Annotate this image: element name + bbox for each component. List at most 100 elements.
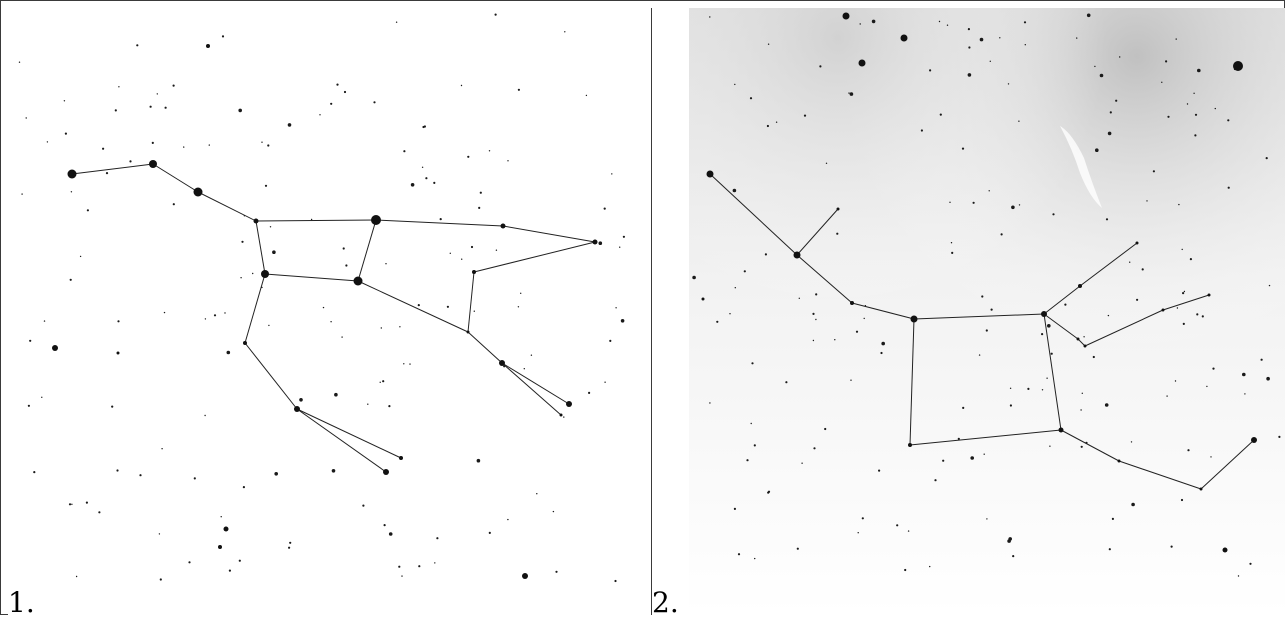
background-star [287, 123, 292, 127]
background-star [1210, 456, 1212, 458]
constellation-line [1118, 460, 1202, 490]
background-star [812, 312, 815, 315]
background-star [530, 354, 533, 356]
background-star [1178, 203, 1180, 206]
background-star [238, 559, 241, 562]
background-star [1050, 352, 1053, 355]
background-star [815, 293, 818, 296]
background-star [767, 491, 770, 494]
background-star [85, 501, 88, 504]
background-star [737, 553, 741, 556]
background-star [709, 402, 711, 404]
background-star [383, 524, 386, 527]
constellation-star [193, 187, 203, 197]
background-star [999, 37, 1001, 39]
background-star [709, 16, 711, 18]
background-star [972, 201, 975, 204]
constellation-star [566, 401, 572, 407]
background-star [1080, 409, 1082, 411]
background-star [129, 160, 132, 163]
background-star [388, 405, 391, 408]
background-star [488, 531, 491, 535]
constellation-1-star-chart [8, 8, 651, 615]
field-star [858, 59, 866, 67]
background-star [64, 132, 67, 135]
field-star [900, 34, 908, 42]
constellation-line [255, 220, 266, 275]
background-star [86, 209, 89, 212]
background-star [766, 124, 769, 128]
background-star [1237, 575, 1240, 577]
background-star [950, 242, 953, 244]
background-star [224, 312, 226, 314]
background-star [495, 249, 498, 251]
background-star [929, 565, 931, 568]
background-star [139, 474, 142, 477]
background-star [449, 252, 451, 254]
constellation-line [467, 271, 475, 333]
field-star [116, 351, 120, 355]
background-star [934, 479, 937, 482]
background-star [834, 339, 836, 341]
background-star [749, 97, 753, 100]
constellation-star [500, 223, 506, 229]
constellation-line [501, 362, 570, 405]
background-star [264, 184, 268, 187]
background-star [939, 113, 942, 116]
constellation-line [1200, 439, 1255, 490]
background-star [403, 150, 406, 153]
background-star [620, 319, 625, 323]
background-star [603, 207, 606, 210]
background-star [1086, 13, 1091, 18]
background-star [878, 469, 881, 472]
background-star [938, 20, 941, 23]
background-star [907, 530, 910, 532]
constellation-line [796, 254, 853, 304]
background-star [398, 565, 401, 568]
background-star [63, 100, 66, 102]
background-star [813, 447, 816, 450]
background-star [473, 310, 475, 312]
background-star [272, 250, 276, 254]
background-star [920, 129, 923, 132]
background-star [1092, 355, 1095, 359]
field-star [223, 526, 229, 532]
background-star [1180, 498, 1184, 502]
background-star [751, 362, 754, 365]
background-star [395, 21, 398, 23]
background-star [79, 255, 82, 258]
background-star [1189, 258, 1192, 261]
background-star [116, 469, 119, 472]
background-star [1104, 403, 1109, 407]
field-star [1222, 547, 1228, 553]
background-star [1130, 441, 1133, 443]
background-star [330, 321, 332, 323]
background-star [1170, 545, 1173, 548]
background-star [967, 73, 972, 77]
constellation-line [71, 163, 154, 175]
background-star [21, 193, 23, 195]
background-star [385, 263, 387, 265]
background-star [812, 339, 815, 342]
background-star [1109, 111, 1112, 114]
background-star [241, 240, 244, 243]
background-star [159, 578, 162, 581]
background-star [967, 28, 970, 31]
constellation-line [357, 280, 469, 333]
background-star [267, 144, 270, 147]
constellation-line [1060, 429, 1120, 462]
background-star [322, 306, 325, 309]
background-star [1108, 548, 1111, 551]
background-star [1146, 200, 1148, 202]
background-star [1206, 385, 1208, 388]
background-star [1176, 307, 1179, 309]
background-star [517, 88, 520, 91]
background-star [204, 318, 207, 320]
constellation-line [1077, 338, 1086, 347]
constellation-star [1058, 427, 1064, 433]
background-star [1141, 268, 1144, 271]
background-star [1167, 115, 1170, 118]
background-star [517, 306, 520, 308]
background-star [367, 403, 369, 405]
background-star [388, 532, 393, 536]
